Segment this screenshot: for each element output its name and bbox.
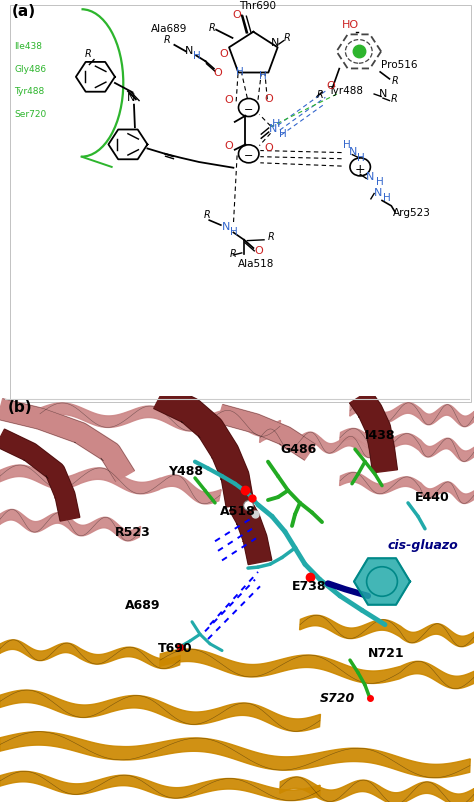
Polygon shape [280,777,474,802]
Text: E440: E440 [415,490,450,504]
Polygon shape [339,429,474,462]
Text: N721: N721 [368,646,405,659]
Text: O: O [224,95,233,105]
Text: Ala518: Ala518 [238,259,275,269]
Text: A518: A518 [220,504,256,518]
Polygon shape [0,430,80,521]
Polygon shape [339,472,474,504]
Text: S720: S720 [320,691,355,704]
Text: R523: R523 [115,526,151,539]
Polygon shape [0,510,141,541]
Text: (b): (b) [8,399,33,415]
Text: O: O [213,67,222,78]
Text: R: R [267,231,274,241]
Polygon shape [260,429,381,458]
Text: (a): (a) [12,4,36,19]
Text: H: H [193,51,201,61]
Text: Y488: Y488 [168,464,203,477]
Text: R: R [164,35,171,45]
Text: R: R [391,95,397,104]
Text: N: N [271,38,279,48]
Text: Ser720: Ser720 [14,110,46,119]
Text: H: H [343,140,351,150]
Text: Ala689: Ala689 [151,24,188,34]
Text: −: − [244,104,254,115]
Polygon shape [229,500,272,565]
Text: N: N [374,188,383,197]
Text: H: H [236,67,243,76]
Text: Tyr488: Tyr488 [328,86,363,96]
Text: O: O [264,143,273,152]
Polygon shape [350,401,474,427]
Text: Pro516: Pro516 [381,59,418,70]
Text: O: O [232,10,241,20]
Polygon shape [0,772,320,800]
Text: R: R [204,209,210,220]
Polygon shape [0,465,221,504]
Text: Tyr488: Tyr488 [14,87,45,96]
Text: R: R [317,90,324,100]
Text: R: R [283,33,290,43]
Polygon shape [0,640,180,669]
Polygon shape [160,650,474,689]
Text: T690: T690 [158,641,192,654]
Text: O: O [264,94,273,103]
Text: R: R [230,249,237,259]
Text: N: N [379,89,387,99]
Text: O: O [255,245,264,256]
Text: N: N [366,172,374,182]
Text: I438: I438 [365,428,395,441]
Polygon shape [217,405,316,460]
Text: H: H [279,128,287,139]
Text: N: N [269,124,277,134]
Text: cis-gluazo: cis-gluazo [388,538,459,551]
Text: E738: E738 [292,580,327,593]
Text: −: − [244,151,254,161]
Text: Ile438: Ile438 [14,42,42,51]
Text: H: H [272,119,280,129]
Text: H: H [230,227,238,237]
Text: O: O [224,141,233,152]
Polygon shape [0,731,470,778]
Polygon shape [154,385,254,508]
Text: R: R [85,49,91,59]
Text: G486: G486 [280,443,316,456]
Text: H: H [259,71,266,80]
Polygon shape [350,391,397,473]
Text: H: H [383,193,391,203]
Text: N: N [127,93,136,103]
Text: R: R [392,75,398,86]
Text: O: O [326,81,335,91]
Polygon shape [300,615,474,647]
Text: Arg523: Arg523 [392,208,430,218]
Text: N: N [348,147,357,156]
Text: HO: HO [342,20,359,30]
Text: H: H [375,177,383,187]
Text: R: R [208,22,215,33]
Text: O: O [220,48,228,59]
Text: A689: A689 [125,598,161,612]
Text: Gly486: Gly486 [14,65,46,74]
Polygon shape [40,403,281,437]
Text: N: N [185,46,193,56]
Text: +: + [355,163,365,176]
Polygon shape [354,558,410,605]
Text: Thr690: Thr690 [239,1,276,11]
Polygon shape [0,399,135,482]
Text: N: N [222,222,231,232]
Text: H: H [357,152,365,162]
Polygon shape [0,691,320,731]
